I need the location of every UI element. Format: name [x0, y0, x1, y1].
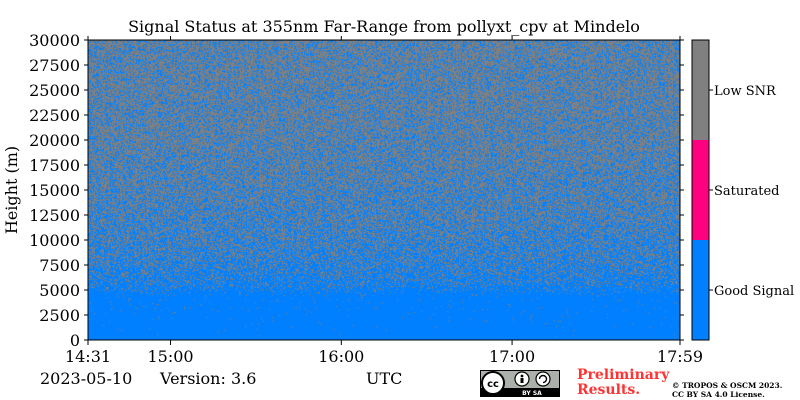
- colorbar-segment-good-signal: [692, 240, 709, 340]
- y-tick-label-22500: 22500: [29, 106, 80, 125]
- colorbar-label-low-snr: Low SNR: [714, 84, 777, 99]
- y-tick-label-30000: 30000: [29, 31, 80, 50]
- copyright-line-1: © TROPOS & OSCM 2023.: [672, 381, 783, 390]
- x-tick-label-14:31: 14:31: [65, 347, 111, 366]
- y-tick-label-15000: 15000: [29, 181, 80, 200]
- chart-title: Signal Status at 355nm Far-Range from po…: [128, 17, 640, 36]
- preliminary-line-1: Preliminary: [577, 367, 670, 383]
- y-tick-label-10000: 10000: [29, 231, 80, 250]
- license-badge-text: BY SA: [522, 390, 542, 397]
- preliminary-line-2: Results.: [577, 382, 641, 398]
- version-label: Version: 3.6: [160, 369, 257, 388]
- y-tick-label-17500: 17500: [29, 156, 80, 175]
- y-tick-label-5000: 5000: [39, 281, 80, 300]
- y-axis-label: Height (m): [2, 146, 21, 234]
- colorbar-segment-saturated: [692, 140, 709, 240]
- y-tick-label-20000: 20000: [29, 131, 80, 150]
- copyright-line-2: CC BY SA 4.0 License.: [672, 390, 765, 399]
- heatmap-image: [88, 40, 680, 340]
- preliminary-notice: Preliminary Results.: [577, 368, 669, 398]
- svg-text:cc: cc: [487, 379, 499, 390]
- colorbar-label-saturated: Saturated: [714, 184, 779, 199]
- date-label: 2023-05-10: [40, 369, 133, 388]
- x-tick-label-16:00: 16:00: [318, 347, 364, 366]
- copyright-notice: © TROPOS & OSCM 2023. CC BY SA 4.0 Licen…: [672, 381, 782, 399]
- y-tick-label-2500: 2500: [39, 306, 80, 325]
- x-tick-label-15:00: 15:00: [147, 347, 193, 366]
- y-tick-label-25000: 25000: [29, 81, 80, 100]
- y-tick-label-0: 0: [70, 331, 80, 350]
- x-tick-label-17:59: 17:59: [657, 347, 703, 366]
- y-tick-label-12500: 12500: [29, 206, 80, 225]
- y-tick-label-27500: 27500: [29, 56, 80, 75]
- y-tick-label-7500: 7500: [39, 256, 80, 275]
- x-tick-label-17:00: 17:00: [489, 347, 535, 366]
- x-axis-label: UTC: [366, 369, 403, 388]
- colorbar-label-good-signal: Good Signal: [714, 284, 794, 299]
- cc-by-sa-icon: cc BY SA: [480, 370, 560, 397]
- colorbar-segment-low-snr: [692, 40, 709, 140]
- colorbar-frame: [691, 39, 710, 341]
